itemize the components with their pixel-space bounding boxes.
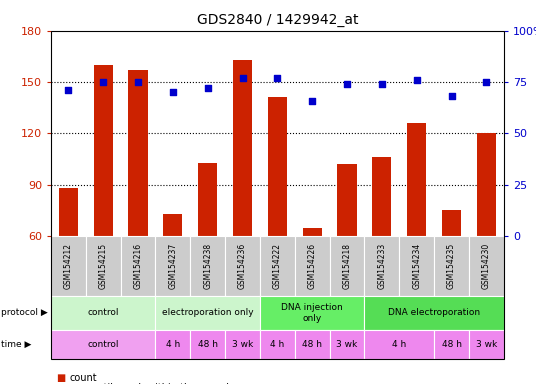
Text: 4 h: 4 h <box>166 340 180 349</box>
Bar <box>163 214 182 236</box>
Bar <box>268 98 287 236</box>
Point <box>447 93 456 99</box>
Bar <box>442 210 461 236</box>
Text: percentile rank within the sample: percentile rank within the sample <box>70 383 235 384</box>
Title: GDS2840 / 1429942_at: GDS2840 / 1429942_at <box>197 13 358 27</box>
Text: time ▶: time ▶ <box>1 340 32 349</box>
Point <box>64 87 73 93</box>
Point <box>377 81 386 87</box>
Text: protocol ▶: protocol ▶ <box>1 308 48 318</box>
Bar <box>477 134 496 236</box>
Text: GSM154236: GSM154236 <box>238 243 247 289</box>
Bar <box>233 60 252 236</box>
Text: DNA injection
only: DNA injection only <box>281 303 343 323</box>
Point <box>238 75 247 81</box>
Text: control: control <box>87 308 119 318</box>
Text: GSM154234: GSM154234 <box>412 243 421 289</box>
Point <box>168 89 177 95</box>
Text: GSM154218: GSM154218 <box>343 243 352 289</box>
Text: 3 wk: 3 wk <box>476 340 497 349</box>
Bar <box>129 70 147 236</box>
Text: GSM154212: GSM154212 <box>64 243 73 289</box>
Text: ■: ■ <box>56 373 65 383</box>
Text: 4 h: 4 h <box>270 340 285 349</box>
Bar <box>338 164 356 236</box>
Point <box>203 85 212 91</box>
Text: GSM154237: GSM154237 <box>168 243 177 289</box>
Bar <box>94 65 113 236</box>
Bar <box>373 157 391 236</box>
Text: GSM154226: GSM154226 <box>308 243 317 289</box>
Text: count: count <box>70 373 98 383</box>
Text: GSM154238: GSM154238 <box>203 243 212 289</box>
Text: control: control <box>87 340 119 349</box>
Point <box>308 98 316 104</box>
Text: 48 h: 48 h <box>442 340 461 349</box>
Point <box>133 79 142 85</box>
Text: 48 h: 48 h <box>302 340 322 349</box>
Text: DNA electroporation: DNA electroporation <box>388 308 480 318</box>
Text: GSM154222: GSM154222 <box>273 243 282 289</box>
Text: GSM154216: GSM154216 <box>133 243 143 289</box>
Point <box>273 75 282 81</box>
Text: ■: ■ <box>56 383 65 384</box>
Bar <box>198 162 217 236</box>
Text: 3 wk: 3 wk <box>337 340 358 349</box>
Point <box>343 81 351 87</box>
Bar <box>59 188 78 236</box>
Point <box>99 79 107 85</box>
Text: GSM154215: GSM154215 <box>99 243 108 289</box>
Point <box>482 79 490 85</box>
Text: 4 h: 4 h <box>392 340 406 349</box>
Text: GSM154235: GSM154235 <box>447 243 456 289</box>
Text: 48 h: 48 h <box>198 340 218 349</box>
Text: 3 wk: 3 wk <box>232 340 253 349</box>
Text: GSM154230: GSM154230 <box>482 243 491 289</box>
Point <box>413 77 421 83</box>
Text: GSM154233: GSM154233 <box>377 243 386 289</box>
Text: electroporation only: electroporation only <box>162 308 254 318</box>
Bar <box>407 123 426 236</box>
Bar <box>303 228 322 236</box>
